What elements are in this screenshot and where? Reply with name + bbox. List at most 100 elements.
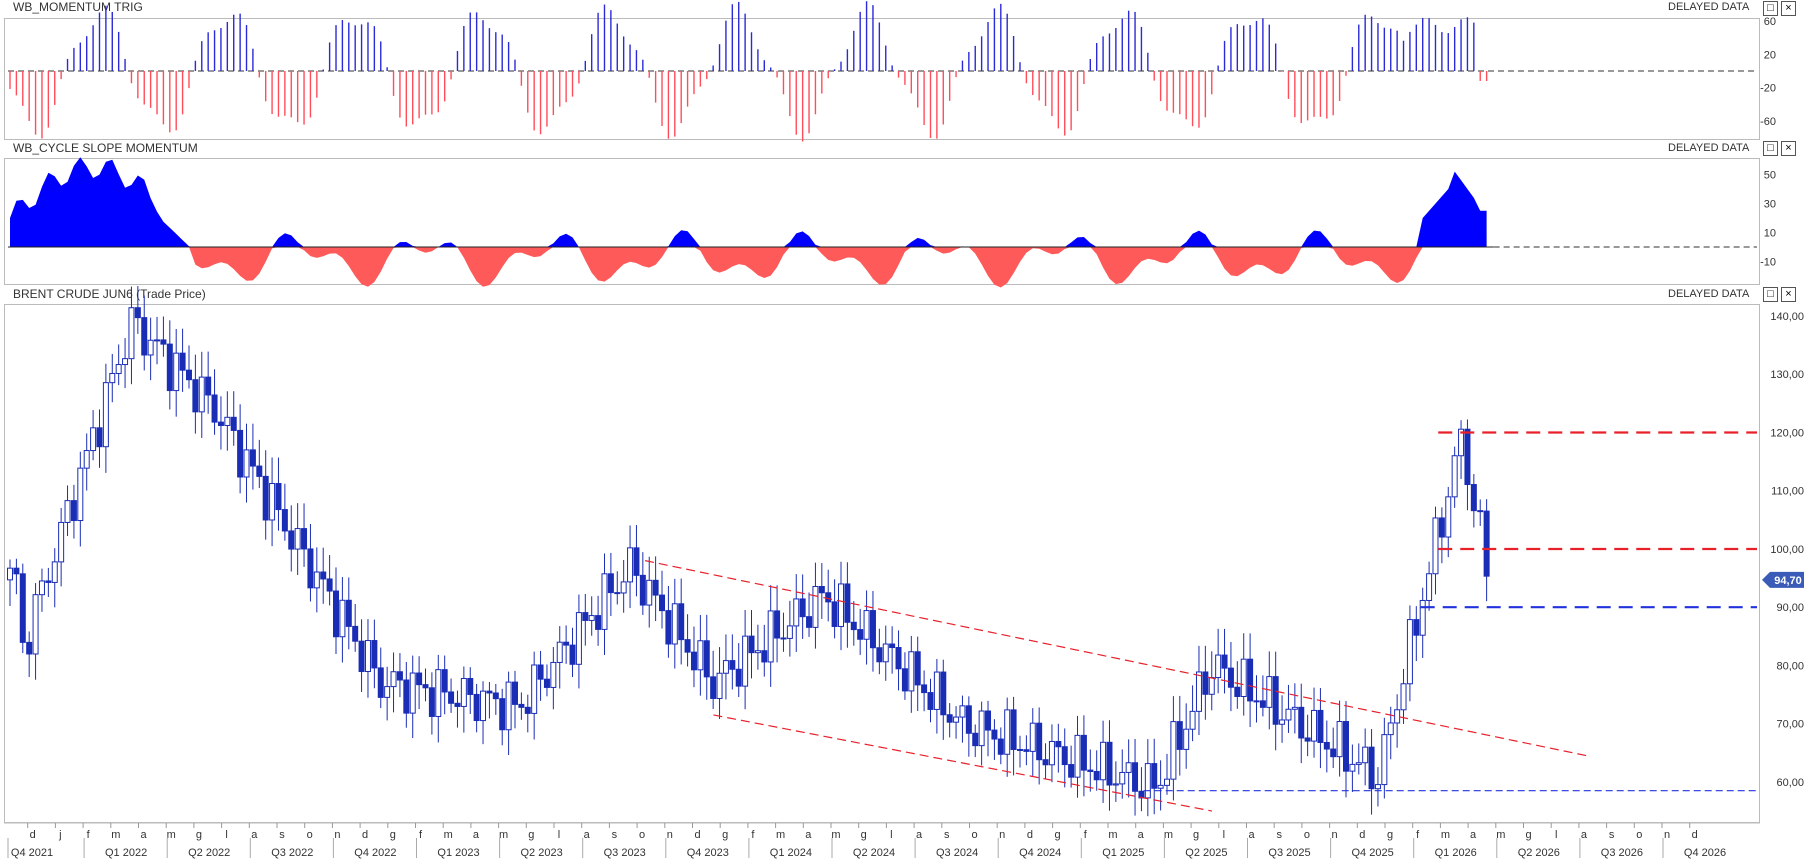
candle-body — [908, 651, 915, 692]
candle-body — [301, 528, 308, 550]
candle-body — [716, 672, 723, 699]
month-tick-label: g — [390, 829, 396, 841]
close-panel-button[interactable]: × — [1781, 287, 1796, 302]
candle-body — [607, 573, 614, 594]
candle-body — [1093, 770, 1100, 781]
candle-body — [154, 339, 161, 342]
candle-body — [390, 671, 397, 688]
candle-body — [1132, 762, 1139, 792]
candle-body — [1445, 496, 1452, 538]
candle-body — [467, 677, 474, 695]
candle-body — [1330, 748, 1337, 758]
candle-body — [1119, 771, 1126, 785]
candle-body — [499, 698, 506, 731]
candle-body — [742, 635, 749, 687]
close-panel-button[interactable]: × — [1781, 1, 1796, 16]
candle-body — [972, 732, 979, 747]
month-tick-label: d — [1027, 829, 1033, 841]
close-panel-button[interactable]: × — [1781, 141, 1796, 156]
panel-title-cycle-slope: WB_CYCLE SLOPE MOMENTUM — [13, 141, 198, 155]
candle-body — [690, 651, 697, 671]
candle-body — [492, 692, 499, 700]
candle-body — [1234, 686, 1241, 697]
month-tick-label: m — [499, 829, 508, 841]
candle-body — [185, 369, 192, 381]
candle-body — [217, 421, 224, 426]
candle-body — [780, 637, 787, 640]
candle-body — [26, 641, 33, 655]
candle-body — [1413, 619, 1420, 636]
month-tick-label: m — [776, 829, 785, 841]
candle-body — [256, 465, 263, 477]
price-tick-label: 70,00 — [1776, 719, 1804, 731]
month-tick-label: s — [612, 829, 618, 841]
slope-tick-label: 10 — [1764, 228, 1776, 240]
cycle-slope-area: 50 30 10 -10 — [8, 157, 1776, 288]
candle-body — [320, 571, 327, 580]
candle-body — [1080, 734, 1087, 771]
quarter-label: Q3 2022 — [271, 847, 313, 859]
price-tick-label: 60,00 — [1776, 777, 1804, 789]
candle-body — [524, 706, 531, 714]
candle-body — [652, 579, 659, 596]
month-tick-label: j — [58, 829, 61, 841]
candle-body — [102, 382, 109, 448]
candle-body — [1170, 721, 1177, 780]
price-candles — [7, 286, 1757, 817]
candle-body — [556, 641, 563, 663]
maximize-panel-button[interactable]: □ — [1763, 1, 1778, 16]
candle-body — [933, 671, 940, 710]
quarter-label: Q3 2026 — [1601, 847, 1643, 859]
month-tick-label: s — [279, 829, 285, 841]
candle-body — [384, 686, 391, 698]
month-tick-label: m — [831, 829, 840, 841]
candle-body — [1144, 763, 1151, 799]
candle-body — [857, 629, 864, 640]
candle-body — [19, 573, 26, 643]
candle-body — [96, 427, 103, 448]
candle-body — [428, 687, 435, 717]
maximize-panel-button[interactable]: □ — [1763, 287, 1778, 302]
candle-body — [786, 625, 793, 639]
slope-panel-frame — [4, 158, 1760, 285]
candle-body — [339, 599, 346, 638]
candle-body — [409, 672, 416, 714]
candle-body — [901, 668, 908, 692]
candle-body — [128, 307, 135, 360]
candle-body — [13, 567, 20, 575]
candle-body — [588, 615, 595, 621]
delayed-data-label: DELAYED DATA — [1668, 288, 1750, 300]
candle-body — [1342, 721, 1349, 772]
panel-title-brent: BRENT CRUDE JUN6 (Trade Price) — [13, 287, 206, 301]
candle-body — [620, 581, 627, 594]
month-tick-label: f — [419, 829, 423, 841]
candle-body — [678, 603, 685, 641]
channel-upper-line — [644, 560, 1588, 757]
candle-body — [595, 615, 602, 630]
month-tick-label: s — [944, 829, 950, 841]
quarter-label: Q2 2026 — [1518, 847, 1560, 859]
candle-body — [45, 580, 52, 583]
month-tick-label: n — [999, 829, 1005, 841]
maximize-panel-button[interactable]: □ — [1763, 141, 1778, 156]
candle-body — [422, 684, 429, 689]
month-tick-label: a — [140, 829, 147, 841]
month-tick-label: a — [473, 829, 480, 841]
candle-body — [710, 676, 717, 699]
last-price-label: 94,70 — [1774, 575, 1802, 587]
candle-body — [1023, 749, 1030, 752]
candle-body — [237, 429, 244, 478]
candle-body — [1419, 599, 1426, 636]
candle-body — [1042, 759, 1049, 766]
candle-body — [1298, 706, 1305, 739]
candle-body — [326, 578, 333, 592]
candle-body — [1381, 734, 1388, 786]
candle-body — [940, 671, 947, 716]
candle-body — [774, 610, 781, 639]
quarter-label: Q2 2025 — [1185, 847, 1227, 859]
candle-body — [396, 671, 403, 681]
candle-body — [1362, 746, 1369, 764]
candle-body — [997, 738, 1004, 755]
month-tick-label: l — [1555, 829, 1557, 841]
